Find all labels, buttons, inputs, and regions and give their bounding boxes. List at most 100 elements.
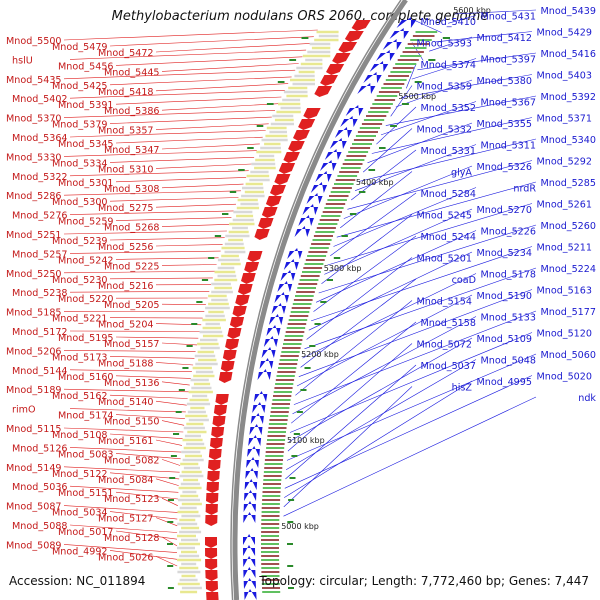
gene-label-left[interactable]: Mnod_5238 [12, 288, 68, 299]
gene-label-left[interactable]: Mnod_5345 [58, 139, 114, 150]
gene-label-left[interactable]: Mnod_5087 [6, 502, 62, 513]
gene-label-left[interactable]: Mnod_5108 [52, 430, 108, 441]
gene-label-left[interactable]: Mnod_5357 [98, 126, 154, 137]
gene-label-left[interactable]: Mnod_5301 [58, 178, 114, 189]
gene-label-left[interactable]: Mnod_5185 [6, 308, 62, 319]
gene-label-left[interactable]: Mnod_5221 [52, 314, 108, 325]
gene-label-left[interactable]: Mnod_5308 [104, 184, 160, 195]
gene-label-left[interactable]: Mnod_5347 [104, 145, 160, 156]
gene-label-right[interactable]: Mnod_5261 [536, 200, 592, 211]
gene-label-left[interactable]: Mnod_5206 [6, 346, 62, 357]
gene-label-right[interactable]: Mnod_5332 [416, 125, 472, 136]
gene-label-left[interactable]: Mnod_5300 [52, 197, 108, 208]
gene-label-left[interactable]: Mnod_5123 [104, 494, 160, 505]
gene-label-left[interactable]: Mnod_5259 [58, 217, 114, 228]
gene-label-right[interactable]: Mnod_5201 [416, 254, 472, 265]
gene-label-left[interactable]: Mnod_5225 [104, 261, 160, 272]
gene-label-right[interactable]: Mnod_5355 [476, 119, 532, 130]
gene-label-right[interactable]: Mnod_5416 [540, 49, 596, 60]
gene-label-left[interactable]: Mnod_5242 [58, 255, 114, 266]
gene-label-right[interactable]: Mnod_5224 [540, 264, 596, 275]
gene-label-left[interactable]: Mnod_5034 [52, 508, 108, 519]
gene-label-right[interactable]: Mnod_5158 [420, 318, 476, 329]
gene-label-left[interactable]: Mnod_5445 [104, 67, 160, 78]
gene-label-right[interactable]: Mnod_5292 [536, 157, 592, 168]
gene-label-left[interactable]: Mnod_5334 [52, 158, 108, 169]
gene-label-left[interactable]: Mnod_5082 [104, 455, 160, 466]
gene-label-left[interactable]: Mnod_5136 [104, 378, 160, 389]
gene-label-left[interactable]: Mnod_5189 [6, 385, 62, 396]
gene-label-right[interactable]: Mnod_5037 [420, 361, 476, 372]
gene-label-left[interactable]: Mnod_5205 [104, 300, 160, 311]
gene-label-left[interactable]: Mnod_5083 [58, 449, 114, 460]
gene-label-left[interactable]: Mnod_5122 [52, 469, 108, 480]
gene-label-left[interactable]: Mnod_5026 [98, 552, 154, 563]
gene-label-right[interactable]: Mnod_5374 [420, 60, 476, 71]
gene-label-left[interactable]: Mnod_5188 [98, 358, 154, 369]
gene-label-right[interactable]: Mnod_5380 [476, 76, 532, 87]
gene-label-left[interactable]: Mnod_5425 [52, 81, 108, 92]
gene-label-left[interactable]: rimO [12, 405, 36, 416]
gene-label-right[interactable]: Mnod_5340 [540, 135, 596, 146]
gene-label-left[interactable]: Mnod_5220 [58, 294, 114, 305]
gene-label-left[interactable]: Mnod_5418 [98, 87, 154, 98]
gene-label-left[interactable]: Mnod_5160 [58, 372, 114, 383]
gene-label-left[interactable]: Mnod_5144 [12, 366, 68, 377]
gene-label-right[interactable]: Mnod_5154 [416, 297, 472, 308]
gene-label-left[interactable]: Mnod_5386 [104, 106, 160, 117]
gene-label-right[interactable]: Mnod_5403 [536, 71, 592, 82]
gene-label-right[interactable]: Mnod_5270 [476, 205, 532, 216]
gene-label-right[interactable]: Mnod_5245 [416, 211, 472, 222]
gene-label-left[interactable]: Mnod_5088 [12, 521, 68, 532]
gene-label-right[interactable]: Mnod_5163 [536, 286, 592, 297]
gene-label-left[interactable]: Mnod_5216 [98, 281, 154, 292]
gene-label-right[interactable]: nrdR [513, 184, 536, 195]
gene-label-left[interactable]: Mnod_5172 [12, 327, 68, 338]
gene-label-left[interactable]: Mnod_5230 [52, 275, 108, 286]
gene-label-right[interactable]: Mnod_5326 [476, 162, 532, 173]
gene-label-left[interactable]: Mnod_5128 [104, 533, 160, 544]
gene-label-left[interactable]: Mnod_5162 [52, 391, 108, 402]
gene-label-right[interactable]: Mnod_5072 [416, 340, 472, 351]
gene-label-right[interactable]: Mnod_5285 [540, 178, 596, 189]
gene-label-right[interactable]: Mnod_5331 [420, 146, 476, 157]
gene-label-left[interactable]: Mnod_5456 [58, 61, 114, 72]
gene-label-right[interactable]: Mnod_5060 [540, 350, 596, 361]
gene-label-left[interactable]: Mnod_5036 [12, 482, 68, 493]
gene-label-left[interactable]: Mnod_5150 [104, 417, 160, 428]
gene-label-left[interactable]: Mnod_5256 [98, 242, 154, 253]
gene-label-left[interactable]: Mnod_5330 [6, 152, 62, 163]
gene-label-left[interactable]: Mnod_5402 [12, 94, 68, 105]
gene-label-left[interactable]: Mnod_5126 [12, 443, 68, 454]
gene-label-right[interactable]: Mnod_5234 [476, 248, 532, 259]
gene-label-right[interactable]: Mnod_5211 [536, 243, 592, 254]
gene-label-right[interactable]: coaD [452, 275, 476, 286]
gene-label-right[interactable]: Mnod_5133 [480, 313, 536, 324]
gene-label-left[interactable]: Mnod_4992 [52, 546, 108, 557]
gene-label-right[interactable]: Mnod_5048 [480, 356, 536, 367]
gene-label-left[interactable]: Mnod_5204 [98, 320, 154, 331]
gene-label-left[interactable]: Mnod_5310 [98, 164, 154, 175]
gene-label-left[interactable]: Mnod_5239 [52, 236, 108, 247]
gene-label-left[interactable]: Mnod_5322 [12, 172, 68, 183]
gene-label-left[interactable]: Mnod_5127 [98, 514, 154, 525]
gene-label-left[interactable]: Mnod_5115 [6, 424, 62, 435]
gene-label-right[interactable]: Mnod_5429 [536, 28, 592, 39]
gene-label-left[interactable]: Mnod_5275 [98, 203, 154, 214]
gene-label-right[interactable]: Mnod_5410 [420, 17, 476, 28]
gene-label-right[interactable]: Mnod_5392 [540, 92, 596, 103]
gene-label-right[interactable]: hisZ [452, 383, 473, 394]
gene-label-right[interactable]: Mnod_5412 [476, 33, 532, 44]
gene-label-left[interactable]: Mnod_5364 [12, 133, 68, 144]
gene-label-right[interactable]: Mnod_5244 [420, 232, 476, 243]
gene-label-right[interactable]: Mnod_4995 [476, 377, 532, 388]
gene-label-left[interactable]: Mnod_5250 [6, 269, 62, 280]
gene-label-right[interactable]: ndk [578, 393, 596, 404]
gene-label-left[interactable]: Mnod_5435 [6, 75, 62, 86]
gene-label-left[interactable]: Mnod_5286 [6, 191, 62, 202]
gene-label-left[interactable]: Mnod_5195 [58, 333, 114, 344]
gene-label-left[interactable]: Mnod_5151 [58, 488, 114, 499]
gene-label-right[interactable]: Mnod_5120 [536, 329, 592, 340]
gene-label-right[interactable]: Mnod_5393 [416, 39, 472, 50]
